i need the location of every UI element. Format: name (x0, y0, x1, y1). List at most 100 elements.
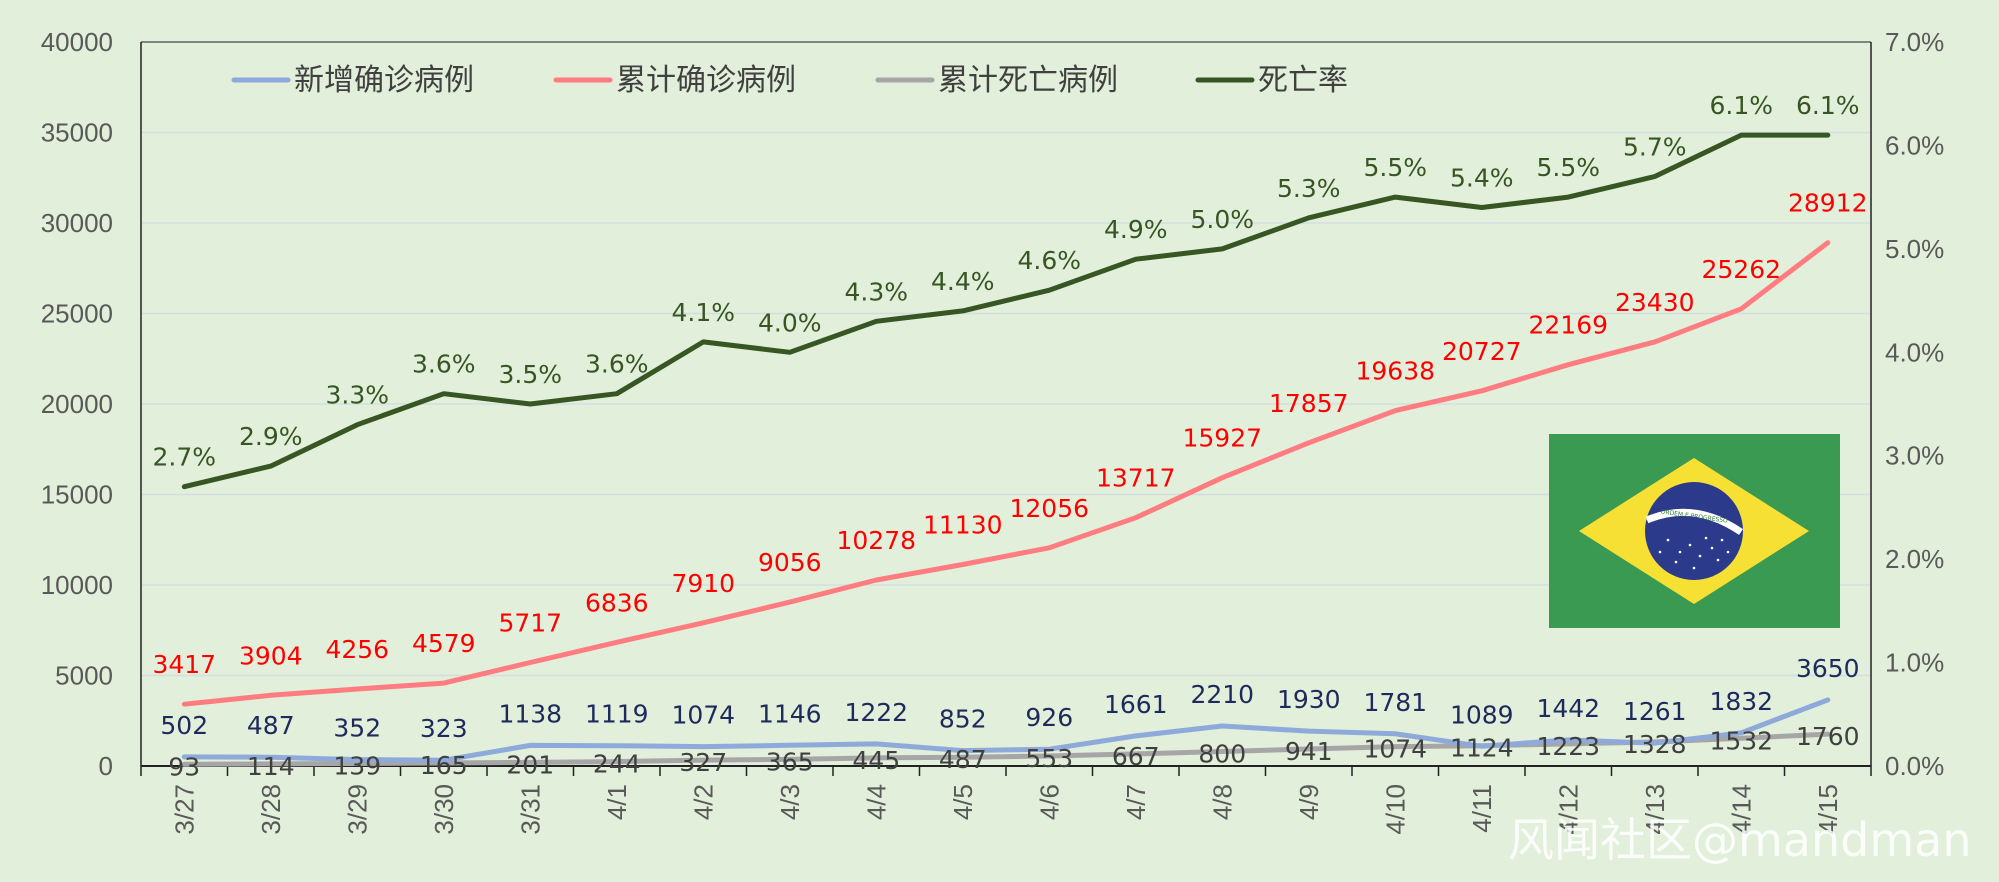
y-left-tick-label: 15000 (41, 480, 113, 510)
flag-stars (1658, 536, 1730, 570)
x-tick-label: 3/28 (256, 784, 286, 835)
data-label: 5.4% (1450, 163, 1514, 192)
data-label: 3.3% (325, 381, 389, 410)
data-label: 5717 (498, 609, 562, 638)
data-label: 3.6% (585, 350, 649, 379)
data-label: 3417 (152, 650, 216, 679)
y-left-tick-label: 5000 (55, 661, 113, 691)
x-tick-label: 4/13 (1640, 784, 1670, 835)
data-labels: 502 487 352 323 1138 1119 1074 1146 1222 852 926 16… (152, 91, 1867, 781)
data-label: 1930 (1277, 685, 1341, 714)
data-label: 114 (247, 752, 295, 781)
x-tick-label: 4/12 (1553, 784, 1583, 835)
data-label: 1532 (1709, 726, 1773, 755)
data-label: 5.7% (1623, 132, 1687, 161)
x-tick-label: 4/10 (1380, 784, 1410, 835)
data-label: 487 (247, 711, 295, 740)
y-right-tick-label: 7.0% (1885, 27, 1944, 57)
legend-label: 新增确诊病例 (294, 63, 474, 98)
x-tick-label: 4/11 (1467, 784, 1497, 833)
data-label: 667 (1112, 742, 1160, 771)
data-label: 12056 (1009, 494, 1089, 523)
data-label: 1074 (671, 701, 735, 730)
data-label: 201 (506, 750, 554, 779)
data-label: 15927 (1182, 424, 1262, 453)
data-label: 25262 (1701, 255, 1781, 284)
watermark-text: 风闻社区@mandman (1508, 813, 1972, 867)
x-tick-label: 4/2 (688, 784, 718, 820)
series-line-3 (181, 132, 1831, 490)
flag-globe (1645, 482, 1743, 580)
data-label: 1146 (758, 699, 822, 728)
data-label: 1661 (1104, 690, 1168, 719)
x-tick-label: 4/4 (861, 784, 891, 820)
data-label: 19638 (1355, 357, 1435, 386)
x-tick-label: 3/27 (169, 784, 199, 835)
data-label: 487 (939, 745, 987, 774)
data-label: 1074 (1363, 735, 1427, 764)
data-label: 1124 (1450, 734, 1514, 763)
x-tick-label: 4/7 (1121, 784, 1151, 820)
data-label: 1261 (1623, 697, 1687, 726)
data-label: 4579 (412, 629, 476, 658)
data-label: 11130 (923, 511, 1003, 540)
data-label: 1832 (1709, 687, 1773, 716)
series-line-0 (181, 697, 1831, 763)
data-label: 553 (1025, 744, 1073, 773)
data-label: 20727 (1442, 337, 1522, 366)
data-label: 3904 (239, 641, 303, 670)
data-label: 5.5% (1363, 153, 1427, 182)
data-label: 1760 (1796, 722, 1860, 751)
data-label: 4.0% (758, 308, 822, 337)
y-right-tick-label: 0.0% (1885, 751, 1944, 781)
axes: 0 5000 10000 15000 20000 25000 30000 35000 40000… (41, 27, 1945, 835)
y-left-tick-label: 10000 (41, 570, 113, 600)
data-label: 7910 (671, 569, 735, 598)
x-tick-label: 3/31 (515, 784, 545, 835)
x-tick-label: 4/8 (1207, 784, 1237, 820)
y-right-tick-label: 4.0% (1885, 337, 1944, 367)
data-label: 502 (160, 711, 208, 740)
data-label: 323 (420, 714, 468, 743)
data-label: 28912 (1788, 189, 1868, 218)
data-label: 9056 (758, 548, 822, 577)
data-label: 17857 (1269, 389, 1349, 418)
y-left-tick-label: 40000 (41, 27, 113, 57)
gridlines (141, 41, 1871, 677)
x-tick-label: 3/30 (429, 784, 459, 835)
data-label: 852 (939, 705, 987, 734)
y-right-tick-label: 1.0% (1885, 648, 1944, 678)
data-label: 6836 (585, 588, 649, 617)
legend-label: 累计死亡病例 (938, 63, 1118, 98)
x-tick-label: 4/6 (1034, 784, 1064, 820)
data-label: 3.5% (498, 360, 562, 389)
x-tick-label: 4/14 (1726, 784, 1756, 835)
flag-banner (1645, 508, 1743, 535)
x-tick-label: 4/15 (1813, 784, 1843, 835)
data-label: 1138 (498, 699, 562, 728)
legend-label: 累计确诊病例 (616, 63, 796, 98)
data-label: 1781 (1363, 688, 1427, 717)
data-label: 365 (766, 747, 814, 776)
data-label: 445 (852, 746, 900, 775)
series-line-2 (181, 731, 1831, 767)
data-label: 1089 (1450, 700, 1514, 729)
data-label: 23430 (1615, 288, 1695, 317)
data-label: 1442 (1536, 694, 1600, 723)
y-left-tick-label: 0 (99, 751, 113, 781)
data-label: 3.6% (412, 350, 476, 379)
y-right-tick-label: 3.0% (1885, 441, 1944, 471)
data-label: 352 (333, 714, 381, 743)
y-right-tick-label: 5.0% (1885, 234, 1944, 264)
x-tick-label: 4/9 (1294, 784, 1324, 820)
y-left-tick-label: 25000 (41, 299, 113, 329)
data-label: 941 (1285, 737, 1333, 766)
data-label: 10278 (836, 526, 916, 555)
y-left-tick-label: 35000 (41, 118, 113, 148)
data-label: 5.3% (1277, 174, 1341, 203)
data-label: 4.9% (1104, 215, 1168, 244)
legend-label: 死亡率 (1258, 63, 1348, 98)
x-tick-label: 4/5 (948, 784, 978, 820)
